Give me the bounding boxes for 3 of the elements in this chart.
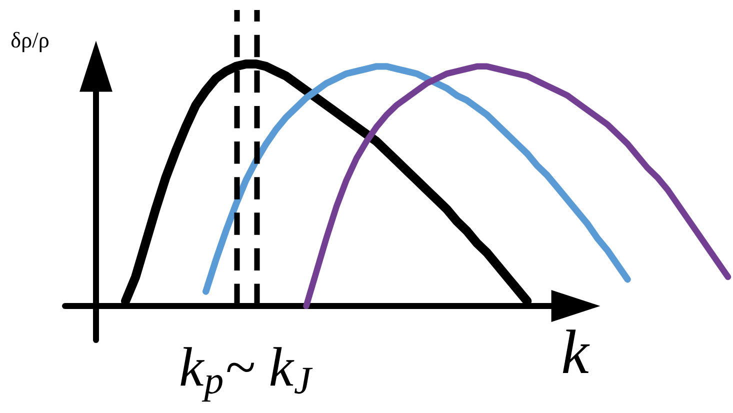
text: k$_{p}$~ k$_{J}$ <box>180 347 313 402</box>
x-axis-title: k <box>562 330 590 374</box>
y-axis-title: δρ/ρ <box>11 32 49 52</box>
